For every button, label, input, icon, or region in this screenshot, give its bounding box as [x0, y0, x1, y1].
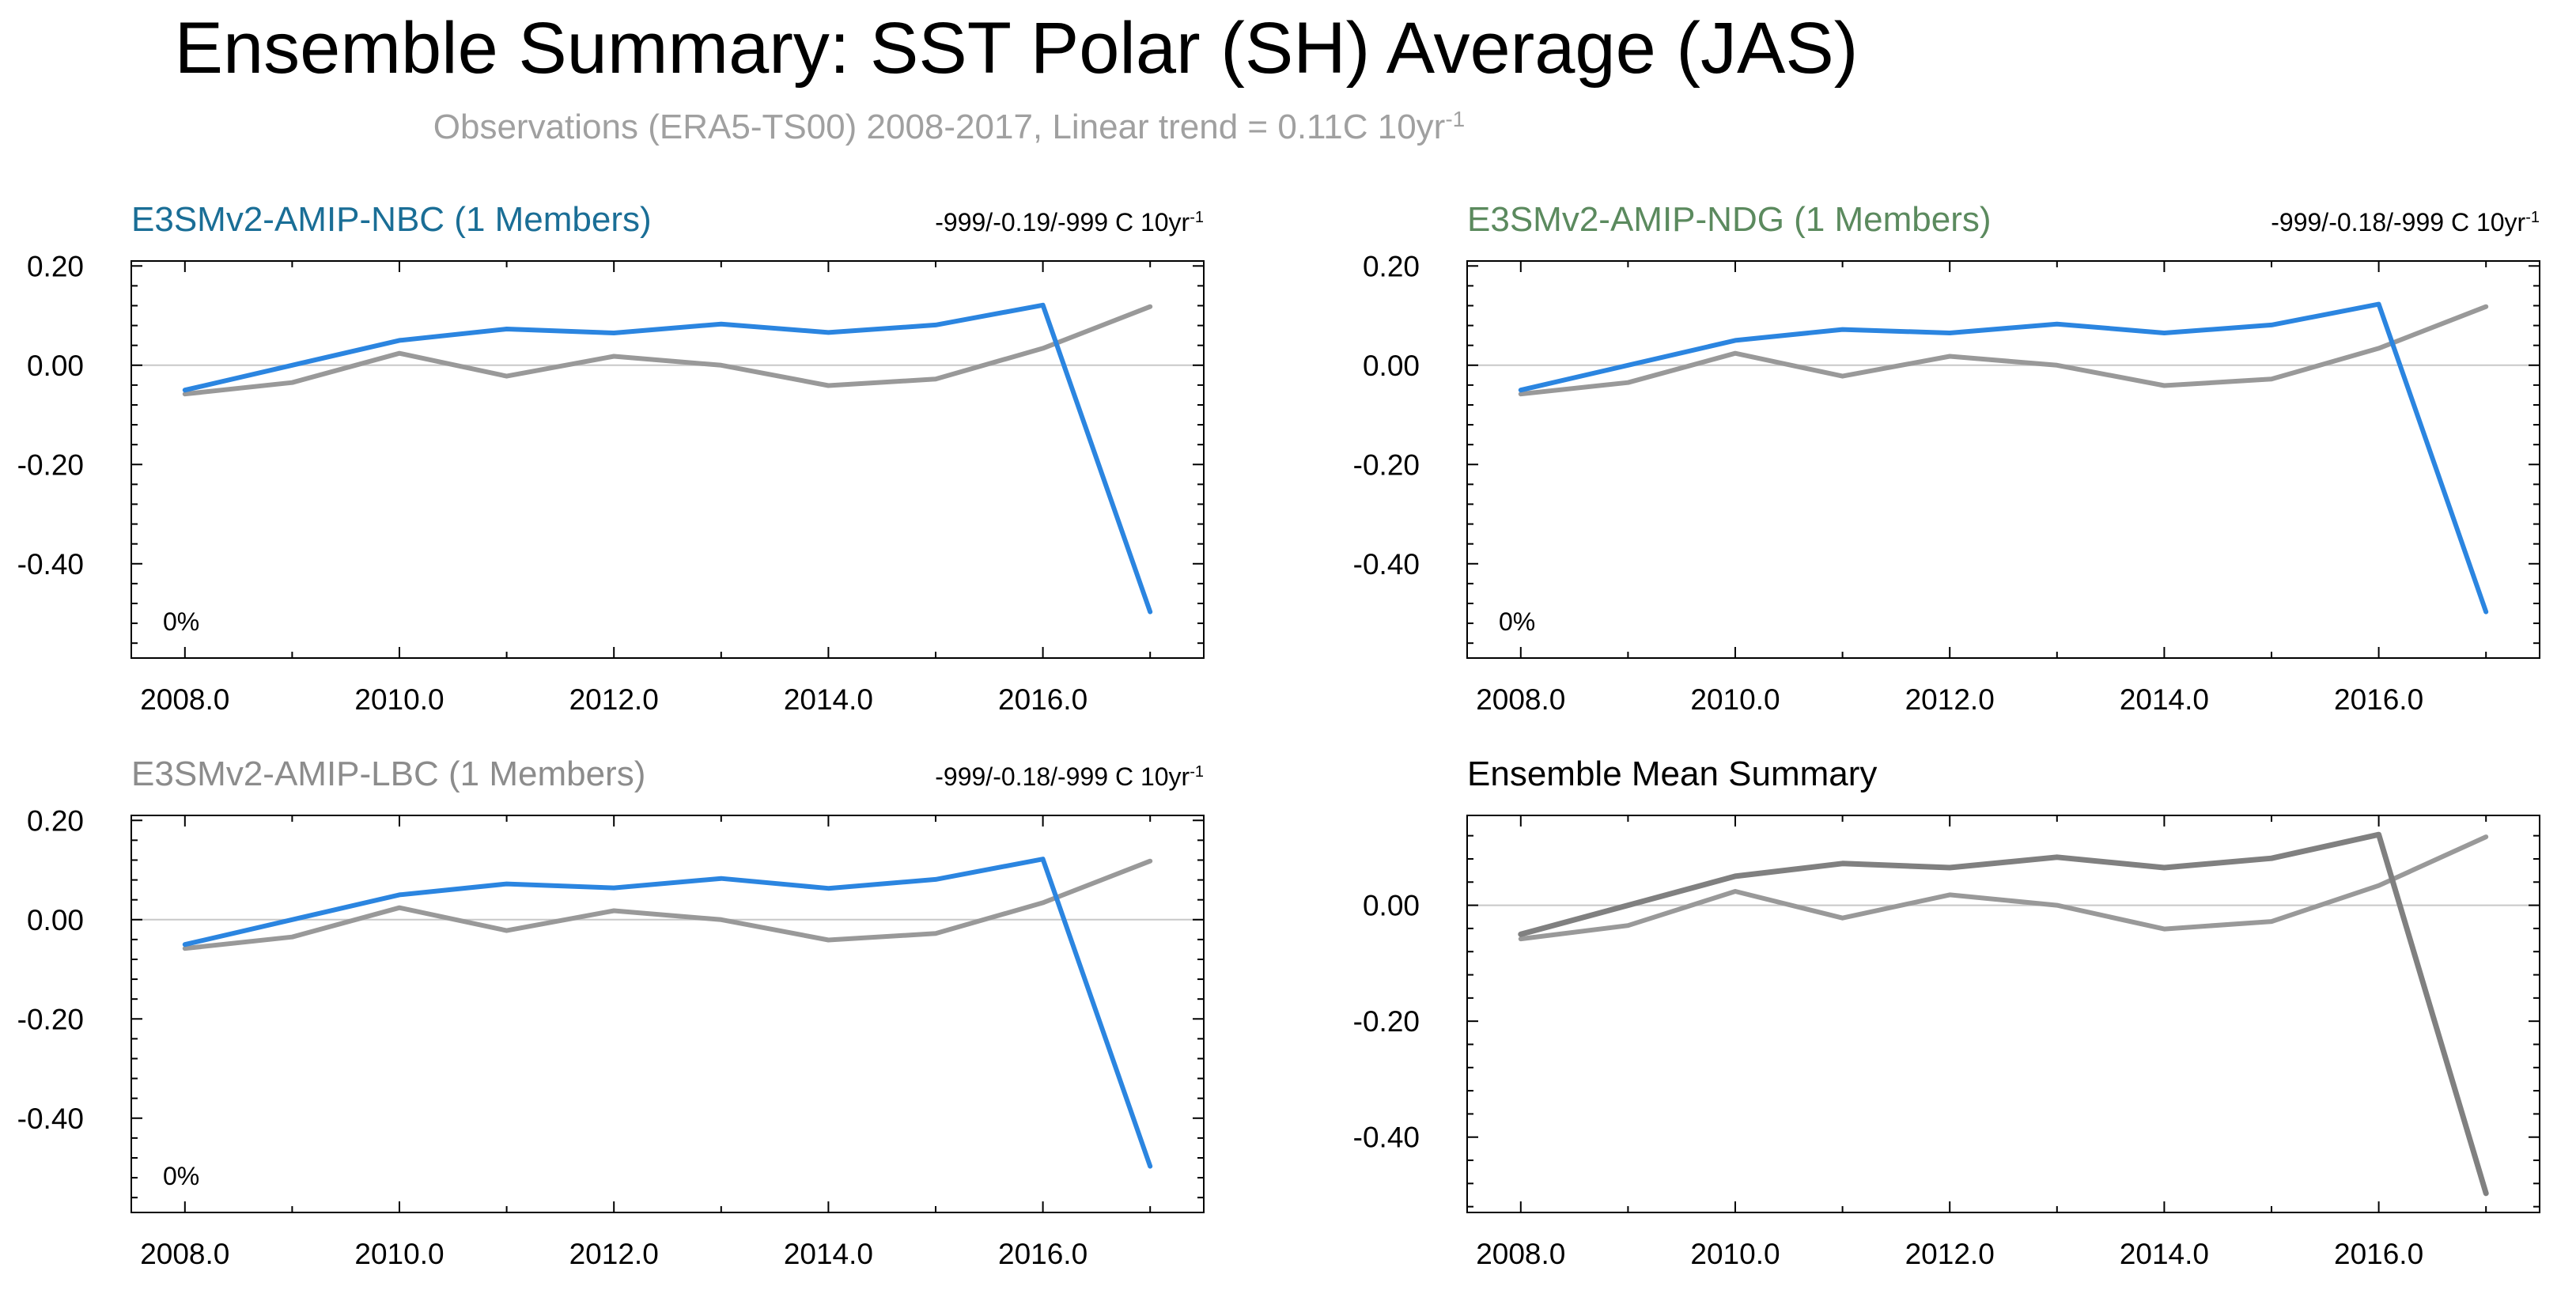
model-series-line — [1518, 301, 2489, 615]
y-tick-label: 0.00 — [1363, 350, 1420, 382]
x-tick-label: 2008.0 — [140, 683, 229, 716]
panel-stat-superscript: -1 — [1190, 763, 1204, 781]
figure-subtitle: Observations (ERA5-TS00) 2008-2017, Line… — [433, 107, 1465, 147]
panel-stat-text: -999/-0.18/-999 C 10yr-1 — [2271, 208, 2540, 236]
y-tick-label: -0.40 — [1353, 548, 1420, 581]
chart-panel-1: E3SMv2-AMIP-NBC (1 Members) -999/-0.19/-9… — [17, 200, 1205, 716]
y-tick-label: 0.20 — [1363, 250, 1420, 282]
y-tick-label: 0.00 — [1363, 890, 1420, 922]
percent-label: 0% — [1499, 607, 1535, 636]
panel-title: E3SMv2-AMIP-LBC (1 Members) — [131, 755, 645, 793]
panel-stat-value: -999/-0.19/-999 C 10yr — [935, 208, 1190, 236]
x-tick-label: 2010.0 — [354, 1238, 444, 1270]
x-tick-label: 2016.0 — [2334, 683, 2423, 716]
plot-frame — [131, 260, 1205, 659]
x-tick-label: 2016.0 — [998, 683, 1088, 716]
x-tick-label: 2010.0 — [1690, 1238, 1780, 1270]
y-tick-label: 0.20 — [27, 250, 84, 282]
plot-frame — [1466, 260, 2540, 659]
figure-subtitle-superscript: -1 — [1445, 107, 1465, 131]
x-tick-label: 2016.0 — [998, 1238, 1088, 1270]
y-tick-label: -0.20 — [1353, 448, 1420, 481]
chart-panel-3: E3SMv2-AMIP-LBC (1 Members) -999/-0.18/-9… — [17, 755, 1205, 1270]
x-tick-label: 2014.0 — [2120, 1238, 2209, 1270]
panel-stat-value: -999/-0.18/-999 C 10yr — [935, 762, 1190, 791]
panel-title: Ensemble Mean Summary — [1467, 755, 1877, 793]
chart-panel-4: Ensemble Mean Summary 2008.0 2010.0 2012.0 2… — [1353, 755, 2540, 1270]
panel-stat-value: -999/-0.18/-999 C 10yr — [2271, 208, 2525, 236]
y-tick-label: -0.40 — [17, 1103, 84, 1135]
observation-series-line — [182, 304, 1153, 397]
y-tick-label: -0.40 — [1353, 1122, 1420, 1154]
observation-series-line — [182, 858, 1153, 951]
x-tick-label: 2012.0 — [1905, 1238, 1995, 1270]
panel-stat-superscript: -1 — [1190, 209, 1204, 226]
percent-label: 0% — [163, 607, 199, 636]
x-tick-label: 2008.0 — [1476, 683, 1565, 716]
panel-stat-text: -999/-0.18/-999 C 10yr-1 — [935, 762, 1204, 791]
observation-series-line — [1518, 304, 2489, 397]
plot-frame — [1466, 815, 2540, 1213]
x-tick-label: 2012.0 — [569, 1238, 659, 1270]
panel-title: E3SMv2-AMIP-NDG (1 Members) — [1467, 200, 1992, 239]
panel-title: E3SMv2-AMIP-NBC (1 Members) — [131, 200, 652, 239]
x-tick-label: 2010.0 — [354, 683, 444, 716]
x-tick-label: 2014.0 — [784, 683, 873, 716]
x-tick-label: 2012.0 — [1905, 683, 1995, 716]
x-tick-label: 2014.0 — [2120, 683, 2209, 716]
model-series-line — [182, 302, 1153, 615]
model-series-line — [182, 857, 1153, 1169]
y-tick-label: -0.20 — [17, 448, 84, 481]
y-tick-label: -0.20 — [1353, 1005, 1420, 1038]
percent-label: 0% — [163, 1162, 199, 1190]
model-series-line — [1518, 831, 2489, 1197]
y-tick-label: 0.20 — [27, 804, 84, 837]
x-tick-label: 2012.0 — [569, 683, 659, 716]
y-tick-label: -0.40 — [17, 548, 84, 581]
plot-frame — [131, 815, 1205, 1213]
x-tick-label: 2014.0 — [784, 1238, 873, 1270]
x-tick-label: 2010.0 — [1690, 683, 1780, 716]
observation-series-line — [1518, 834, 2489, 942]
y-tick-label: 0.00 — [27, 350, 84, 382]
panel-stat-text: -999/-0.19/-999 C 10yr-1 — [935, 208, 1204, 236]
panels-group: E3SMv2-AMIP-NBC (1 Members) -999/-0.19/-9… — [17, 200, 2540, 1270]
y-tick-label: 0.00 — [27, 904, 84, 936]
figure-title: Ensemble Summary: SST Polar (SH) Average… — [175, 8, 1859, 89]
panel-stat-superscript: -1 — [2525, 209, 2540, 226]
figure-subtitle-text: Observations (ERA5-TS00) 2008-2017, Line… — [433, 108, 1446, 146]
y-tick-label: -0.20 — [17, 1003, 84, 1035]
x-tick-label: 2008.0 — [1476, 1238, 1565, 1270]
x-tick-label: 2016.0 — [2334, 1238, 2423, 1270]
chart-panel-2: E3SMv2-AMIP-NDG (1 Members) -999/-0.18/-9… — [1353, 200, 2540, 716]
x-tick-label: 2008.0 — [140, 1238, 229, 1270]
